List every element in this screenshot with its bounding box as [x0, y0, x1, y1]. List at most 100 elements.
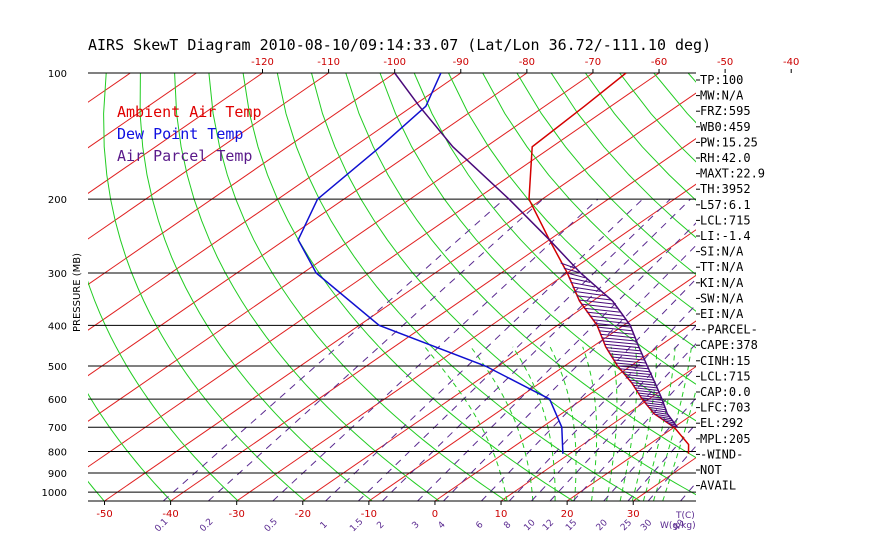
- bottom-temp-tick-label: -30: [229, 509, 245, 520]
- mixing-ratio-line: [162, 198, 505, 501]
- pressure-tick-label: 400: [48, 321, 67, 332]
- dry-adiabat-line: [311, 73, 696, 496]
- ambient-air-temp-line: [528, 73, 690, 454]
- dry-adiabat-line: [413, 73, 696, 385]
- cape-hatch-line: [667, 422, 676, 426]
- cape-hatch-line: [595, 323, 631, 328]
- isotherm-line: [88, 73, 263, 194]
- top-temp-tick-label: -70: [585, 57, 601, 68]
- isotherm-line: [566, 411, 696, 501]
- air-parcel-temp-line: [394, 73, 679, 428]
- moist-adiabat-line: [512, 346, 556, 501]
- cape-hatch-line: [600, 333, 635, 339]
- pressure-tick-label: 100: [48, 69, 67, 80]
- cape-hatch-line: [619, 368, 650, 373]
- cape-hatch-line: [563, 267, 581, 274]
- isotherm-line: [88, 73, 197, 149]
- chart-title: AIRS SkewT Diagram 2010-08-10/09:14:33.0…: [88, 36, 711, 54]
- mixing-ratio-line: [417, 222, 696, 501]
- bottom-temp-tick-label: 10: [495, 509, 508, 520]
- cape-hatch-line: [631, 382, 656, 386]
- legend-entry: Dew Point Temp: [117, 125, 243, 143]
- cape-hatch-line: [611, 356, 645, 361]
- pressure-tick-label: 200: [48, 195, 67, 206]
- pressure-tick-label: 600: [48, 395, 67, 406]
- cape-hatch-line: [609, 353, 643, 358]
- dry-adiabat-line: [448, 73, 696, 349]
- cape-hatch-line: [624, 374, 653, 378]
- cape-hatch-line: [572, 286, 601, 292]
- isotherm-line: [88, 73, 528, 377]
- isotherm-line: [88, 73, 329, 240]
- pressure-tick-label: 1000: [42, 488, 67, 499]
- cape-hatch-line: [581, 303, 618, 309]
- cape-hatch-line: [646, 404, 665, 408]
- top-temp-tick-label: -100: [383, 57, 406, 68]
- cape-hatch-line: [601, 337, 637, 342]
- dew-point-temp-line: [297, 73, 564, 454]
- cape-hatch-line: [650, 409, 667, 413]
- dry-adiabat-line: [174, 73, 440, 501]
- cape-hatch-line: [652, 411, 668, 415]
- cape-hatch-line: [597, 326, 632, 332]
- cape-hatch-line: [661, 418, 673, 422]
- isotherm-line: [500, 365, 696, 501]
- stats-item: AVAIL: [700, 479, 736, 493]
- cape-hatch-line: [586, 311, 623, 317]
- stats-item: -WIND-: [700, 447, 743, 461]
- stats-item: CAPE:378: [700, 338, 758, 352]
- top-temp-tick-label: -120: [251, 57, 274, 68]
- dry-adiabat-line: [276, 73, 641, 501]
- moist-adiabat-line: [549, 346, 577, 501]
- mixing-ratio-line: [549, 342, 696, 501]
- cape-hatch-line: [664, 420, 675, 424]
- stats-item: -PARCEL-: [700, 323, 758, 337]
- cape-hatch-line: [598, 330, 634, 335]
- cape-hatch-line: [626, 376, 654, 381]
- stats-item: TH:3952: [700, 182, 751, 196]
- stats-item: MW:N/A: [700, 89, 744, 103]
- top-temp-tick-label: -110: [317, 57, 340, 68]
- stats-item: RH:42.0: [700, 151, 751, 165]
- moist-adiabat-line: [424, 346, 508, 501]
- cape-hatch-line: [648, 406, 666, 411]
- mixing-ratio-line: [382, 198, 691, 501]
- mixing-ratio-line: [207, 198, 544, 501]
- isotherm-line: [88, 73, 395, 286]
- stats-item: LCL:715: [700, 213, 751, 227]
- bottom-temp-tick-label: -50: [96, 509, 112, 520]
- stats-item: EL:292: [700, 416, 743, 430]
- cape-hatch-line: [578, 299, 615, 305]
- top-temp-tick-label: -60: [651, 57, 667, 68]
- cape-hatch-line: [654, 413, 670, 417]
- cape-hatch-line: [615, 362, 648, 367]
- cape-hatch-line: [634, 387, 658, 391]
- cape-hatch-line: [560, 262, 576, 269]
- stats-item: SW:N/A: [700, 291, 744, 305]
- pressure-tick-label: 800: [48, 448, 67, 459]
- top-temp-tick-label: -90: [453, 57, 469, 68]
- pressure-tick-label: 300: [48, 269, 67, 280]
- bottom-temp-tick-label: 20: [561, 509, 574, 520]
- bottom-temp-tick-label: 0: [432, 509, 438, 520]
- bottom-temp-tick-label: -10: [361, 509, 377, 520]
- cape-hatch-line: [637, 392, 661, 396]
- stats-item: MAXT:22.9: [700, 167, 765, 181]
- isotherm-line: [170, 138, 696, 501]
- mixing-ratio-line: [531, 325, 696, 501]
- cape-hatching: [560, 262, 678, 428]
- cape-hatch-line: [570, 281, 596, 288]
- dry-adiabat-line: [88, 393, 172, 501]
- pressure-tick-label: 700: [48, 423, 67, 434]
- dry-adiabat-line: [379, 73, 696, 422]
- mixing-ratio-tick-label: 1: [319, 520, 330, 531]
- mixing-ratio-tick-label: 6: [474, 520, 485, 531]
- top-temp-tick-label: -40: [783, 57, 799, 68]
- mixing-ratio-unit-label: W(g/kg): [660, 521, 696, 531]
- legend: Ambient Air Temp Dew Point Temp Air Parcel…: [117, 103, 262, 165]
- cape-hatch-line: [617, 365, 649, 370]
- cape-hatch-line: [602, 340, 638, 345]
- isotherm-line: [88, 73, 660, 468]
- isotherm-line: [368, 274, 696, 501]
